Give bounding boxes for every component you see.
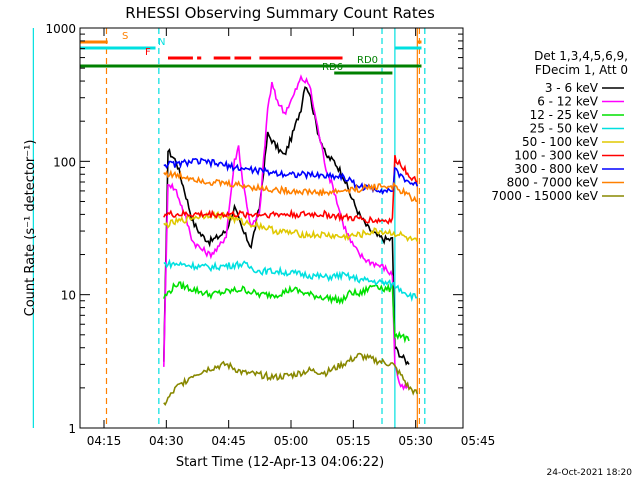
x-tick-label: 05:45: [461, 434, 496, 448]
series-lines: [163, 74, 419, 406]
y-tick-label: 1000: [45, 22, 76, 36]
state-bar-label: S: [122, 31, 128, 42]
state-bar-label: F: [145, 47, 151, 58]
x-tick-label: 05:30: [398, 434, 433, 448]
series-line: [163, 210, 419, 243]
axes: 04:15 04:30 04:45 05:00 05:15 05:30 05:45 1 10 10…: [45, 22, 495, 448]
x-tick-label: 05:00: [274, 434, 309, 448]
footer-date: 24-Oct-2021 18:20: [547, 468, 633, 478]
series-line: [163, 169, 418, 203]
legend-label: 6 - 12 keV: [537, 95, 599, 109]
state-bar-label: N: [158, 37, 165, 48]
legend-label: 12 - 25 keV: [530, 108, 599, 122]
legend: Det 1,3,4,5,6,9,FDecim 1, Att 0 3 - 6 keV…: [491, 49, 628, 203]
y-axis-label: Count Rate (s⁻¹ detector⁻¹): [23, 140, 38, 317]
y-tick-label: 10: [61, 289, 76, 303]
legend-label: 100 - 300 keV: [514, 149, 598, 163]
state-bars: S NF RD0 RD6: [80, 31, 422, 75]
series-line: [163, 86, 410, 366]
legend-header: Det 1,3,4,5,6,9,: [534, 49, 628, 63]
legend-label: 50 - 100 keV: [522, 135, 599, 149]
y-tick-label: 100: [53, 155, 76, 169]
state-bar-label: RD0: [357, 55, 378, 66]
series-line: [163, 74, 410, 391]
legend-label: 7000 - 15000 keV: [491, 189, 598, 203]
legend-header: FDecim 1, Att 0: [535, 63, 628, 77]
legend-label: 3 - 6 keV: [545, 81, 599, 95]
x-axis-label: Start Time (12-Apr-13 04:06:22): [176, 455, 384, 470]
plot-frame: [79, 27, 464, 429]
legend-label: 25 - 50 keV: [530, 122, 599, 136]
vertical-markers: [32, 28, 426, 428]
x-tick-label: 04:30: [149, 434, 184, 448]
series-line: [163, 155, 418, 225]
y-tick-label: 1: [68, 422, 76, 436]
legend-label: 300 - 800 keV: [514, 162, 598, 176]
chart-title: RHESSI Observing Summary Count Rates: [125, 4, 435, 22]
series-line: [163, 280, 410, 344]
state-bar-label: RD6: [322, 62, 343, 73]
series-line: [163, 258, 418, 303]
x-tick-label: 05:15: [336, 434, 371, 448]
series-line: [163, 352, 419, 406]
legend-label: 800 - 7000 keV: [507, 176, 599, 190]
x-tick-label: 04:45: [211, 434, 246, 448]
x-tick-label: 04:15: [87, 434, 122, 448]
